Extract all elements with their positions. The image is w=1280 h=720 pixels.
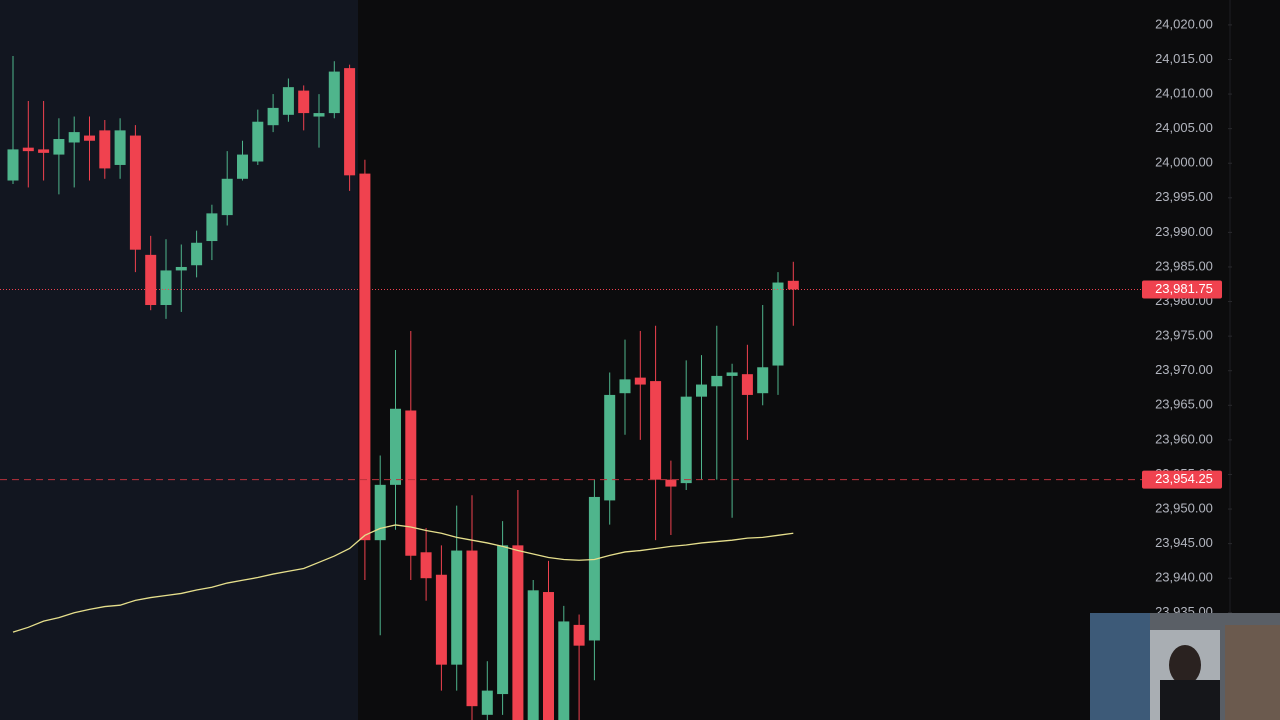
candle-body — [772, 282, 784, 366]
candle-body — [114, 130, 126, 165]
candle-body — [420, 552, 432, 579]
candle-body — [512, 545, 524, 720]
candle-body — [481, 690, 493, 715]
candle-body — [634, 377, 646, 385]
candle-body — [757, 367, 769, 394]
price-label: 23,981.75 — [1155, 281, 1213, 296]
candle-body — [558, 621, 570, 720]
y-tick-label: 23,950.00 — [1155, 500, 1213, 515]
candle-body — [741, 374, 753, 395]
y-tick-label: 23,995.00 — [1155, 189, 1213, 204]
y-tick-label: 23,960.00 — [1155, 431, 1213, 446]
candle-body — [84, 135, 95, 141]
y-tick-label: 23,965.00 — [1155, 397, 1213, 412]
candle-body — [359, 173, 371, 541]
y-tick-label: 23,945.00 — [1155, 535, 1213, 550]
candle-body — [527, 590, 539, 720]
candle-body — [680, 396, 692, 484]
y-tick-label: 23,985.00 — [1155, 258, 1213, 273]
candle-body — [191, 242, 203, 266]
candle-body — [99, 130, 111, 169]
candle-body — [726, 372, 738, 376]
candle-body — [573, 624, 585, 646]
candle-body — [267, 107, 279, 126]
candle-body — [22, 147, 34, 152]
candle-body — [237, 154, 248, 179]
webcam — [1090, 613, 1280, 720]
candle-body — [665, 479, 677, 487]
y-tick-label: 23,990.00 — [1155, 224, 1213, 239]
candle-body — [466, 550, 478, 707]
candle-body — [175, 266, 187, 271]
candle-body — [374, 484, 386, 541]
y-tick-label: 24,015.00 — [1155, 51, 1213, 66]
candle-body — [7, 149, 19, 181]
price-label: 23,954.25 — [1155, 471, 1213, 486]
y-tick-label: 23,975.00 — [1155, 328, 1213, 343]
y-tick-label: 23,970.00 — [1155, 362, 1213, 377]
candle-body — [619, 379, 631, 394]
candle-body — [313, 113, 325, 117]
candle-body — [145, 254, 157, 306]
candle-body — [298, 90, 310, 114]
candle-body — [129, 135, 141, 250]
candle-body — [328, 71, 340, 114]
candle-body — [696, 384, 707, 397]
y-tick-label: 24,005.00 — [1155, 120, 1213, 135]
candle-body — [588, 496, 600, 641]
session-shade — [0, 0, 358, 720]
y-tick-label: 24,000.00 — [1155, 155, 1213, 170]
candle-body — [405, 410, 417, 556]
candle-body — [221, 178, 233, 216]
candle-body — [68, 132, 80, 143]
candle-body — [543, 592, 554, 720]
plot-area — [0, 56, 1142, 720]
candle-body — [787, 280, 799, 290]
candle-body — [282, 87, 294, 115]
candle-body — [497, 545, 509, 695]
candle-body — [252, 121, 264, 162]
moving-average — [12, 524, 794, 633]
y-tick-label: 24,010.00 — [1155, 86, 1213, 101]
candle-body — [451, 550, 463, 665]
candle-body — [38, 149, 50, 153]
price-label-box — [1142, 470, 1222, 489]
candle-body — [344, 68, 356, 176]
candle-body — [160, 270, 172, 306]
price-axis: 24,020.00 24,015.00 24,010.00 24,005.00 24,0… — [1142, 16, 1232, 619]
candle-body — [650, 381, 662, 480]
y-tick-label: 23,940.00 — [1155, 570, 1213, 585]
candle-body — [435, 574, 447, 665]
y-tick-label: 24,020.00 — [1155, 16, 1213, 31]
candle-body — [53, 139, 65, 155]
price-label-box — [1142, 280, 1222, 299]
candle-body — [390, 408, 401, 485]
candle-body — [711, 375, 723, 387]
candle-body — [604, 394, 616, 501]
candle-body — [206, 213, 218, 242]
